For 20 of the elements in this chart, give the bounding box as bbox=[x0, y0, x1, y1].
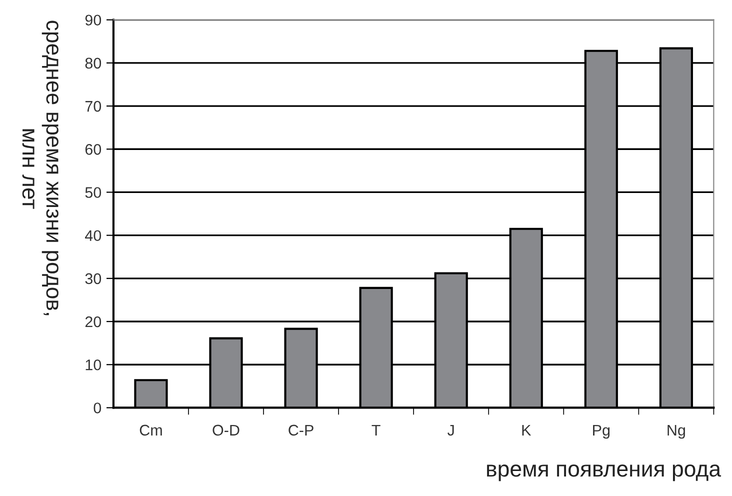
y-tick-label: 10 bbox=[86, 359, 102, 370]
y-axis-title: среднее время жизни родов, млн лет bbox=[22, 20, 58, 316]
x-axis-title: время появления рода bbox=[487, 464, 722, 482]
x-tick-label: Cm bbox=[140, 424, 162, 436]
y-tick-label: 50 bbox=[85, 187, 102, 198]
y-tick-label: 60 bbox=[85, 144, 102, 155]
x-tick-label: T bbox=[372, 424, 380, 436]
y-tick-label: 90 bbox=[85, 14, 102, 26]
x-tick-label: C-P bbox=[288, 424, 314, 436]
x-tick-label: K bbox=[522, 424, 532, 436]
y-tick-label: 80 bbox=[85, 58, 102, 69]
x-tick-label: Ng bbox=[668, 424, 685, 439]
y-tick-label: 0 bbox=[94, 402, 102, 414]
y-tick-label: 70 bbox=[85, 100, 102, 112]
x-tick-label: O-D bbox=[212, 424, 240, 436]
y-tick-label: 40 bbox=[85, 230, 102, 242]
x-tick-label: Pg bbox=[593, 424, 610, 439]
y-tick-label: 30 bbox=[85, 273, 102, 284]
y-tick-label: 20 bbox=[85, 316, 102, 328]
x-tick-label: J bbox=[448, 424, 454, 436]
